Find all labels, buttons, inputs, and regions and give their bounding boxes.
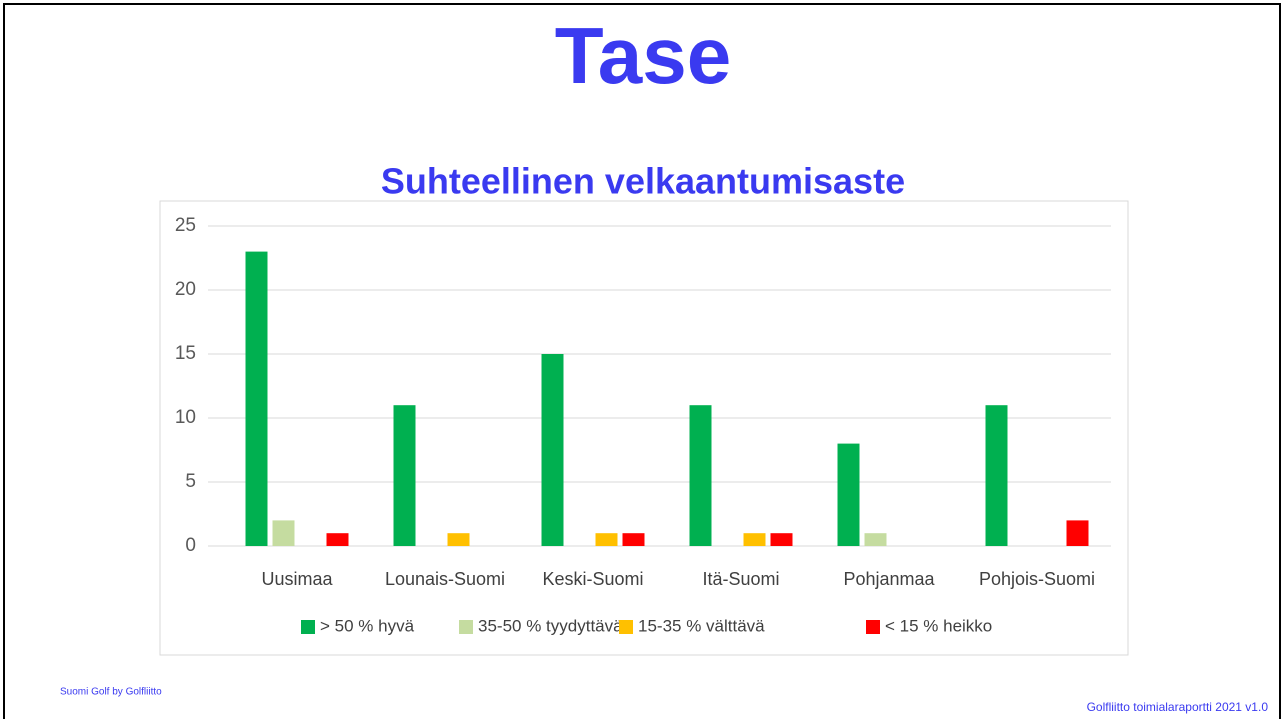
legend-swatch [301, 620, 315, 634]
y-tick-label: 25 [175, 215, 196, 236]
x-tick-label: Lounais-Suomi [385, 569, 505, 589]
x-tick-label: Pohjois-Suomi [979, 569, 1095, 589]
x-tick-label: Pohjanmaa [843, 569, 935, 589]
bar [622, 533, 645, 546]
y-tick-label: 20 [175, 279, 196, 300]
legend-swatch [866, 620, 880, 634]
y-tick-label: 5 [185, 471, 196, 492]
bar [837, 443, 860, 546]
chart-title: Suhteellinen velkaantumisaste [381, 161, 905, 202]
legend-label: > 50 % hyvä [320, 616, 415, 635]
bar [447, 533, 470, 546]
bar [864, 533, 887, 546]
x-tick-label: Itä-Suomi [702, 569, 779, 589]
bar [393, 405, 416, 546]
legend-swatch [459, 620, 473, 634]
bar [985, 405, 1008, 546]
x-tick-label: Uusimaa [261, 569, 333, 589]
y-tick-label: 15 [175, 343, 196, 364]
bar [272, 520, 295, 546]
legend-label: < 15 % heikko [885, 616, 992, 635]
bar [770, 533, 793, 546]
y-tick-label: 0 [185, 535, 196, 556]
bar [595, 533, 618, 546]
bar [689, 405, 712, 546]
bar [245, 251, 268, 546]
footer-left: Suomi Golf by Golfliitto [60, 687, 162, 698]
chart-area [159, 200, 1129, 656]
bar [743, 533, 766, 546]
footer-right: Golfliitto toimialaraportti 2021 v1.0 [1087, 700, 1269, 714]
legend-label: 35-50 % tyydyttävä [478, 616, 623, 635]
bar [1066, 520, 1089, 546]
slide-border [3, 3, 1281, 719]
slide-title: Tase [555, 11, 731, 100]
x-tick-label: Keski-Suomi [542, 569, 643, 589]
bar [541, 354, 564, 546]
bar [326, 533, 349, 546]
y-tick-label: 10 [175, 407, 196, 428]
legend-label: 15-35 % välttävä [638, 616, 765, 635]
legend-swatch [619, 620, 633, 634]
